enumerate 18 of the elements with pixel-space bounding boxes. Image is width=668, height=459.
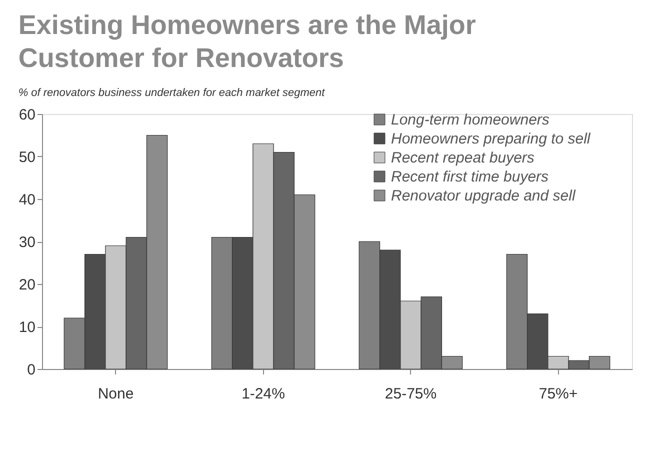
y-tick-label: 50 <box>18 149 36 166</box>
y-tick-label: 10 <box>18 319 36 336</box>
legend-label: Recent repeat buyers <box>391 150 535 166</box>
x-tick-label: 1-24% <box>242 386 285 402</box>
y-tick-label: 60 <box>18 106 36 124</box>
chart-title: Existing Homeowners are the Major Customer for Renovators <box>18 10 476 73</box>
y-tick-label: 30 <box>18 234 36 251</box>
y-tick-label: 20 <box>18 276 36 294</box>
chart-subtitle: % of renovators business undertaken for each market segment <box>18 87 326 99</box>
y-tick-label: 0 <box>27 362 36 378</box>
legend-label: Renovator upgrade and sell <box>391 188 576 204</box>
x-tick-label: 25-75% <box>384 386 437 402</box>
x-tick-label: 75%+ <box>538 386 578 402</box>
legend-label: Recent first time buyers <box>391 168 550 186</box>
y-tick-label: 40 <box>18 192 36 208</box>
legend-label: Long-term homeowners <box>391 112 550 128</box>
x-tick-label: None <box>98 386 134 402</box>
legend-label: Homeowners preparing to sell <box>391 130 591 148</box>
